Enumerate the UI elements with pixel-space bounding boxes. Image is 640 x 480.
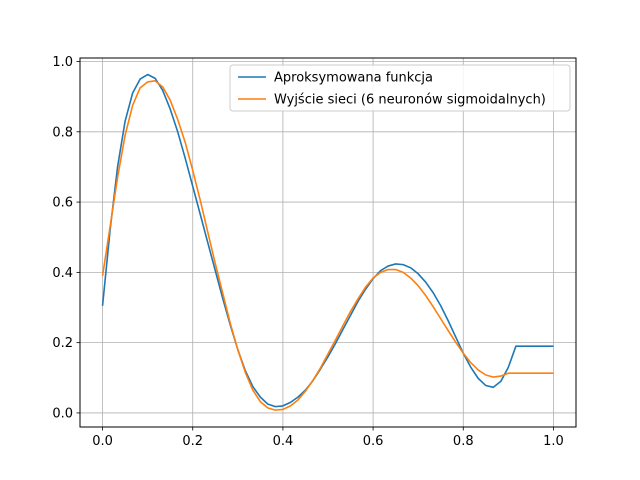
- y-tick-label: 0.4: [52, 266, 73, 281]
- y-tick-label: 0.2: [52, 336, 73, 351]
- y-tick-label: 0.6: [52, 196, 73, 211]
- legend-box: [229, 64, 571, 112]
- x-tick-label: 0.4: [273, 434, 294, 449]
- series-line-2: [101, 80, 554, 411]
- y-tick-label: 0.0: [52, 406, 73, 421]
- legend-label: Aproksymowana funkcja: [274, 71, 433, 86]
- x-tick-label: 0.2: [182, 434, 203, 449]
- series-line-1: [101, 73, 554, 408]
- ticks: 0.0 0.2 0.4 0.6 0.8 1.0 0.0 0.2 0.4 0.6 0.8 1.0: [52, 55, 563, 449]
- x-tick-label: 0.0: [92, 434, 113, 449]
- series-layer: [101, 73, 554, 411]
- x-tick-label: 0.8: [453, 434, 474, 449]
- grid: [80, 58, 576, 427]
- legend-label: Wyjście sieci (6 neuronów sigmoidalnych): [274, 93, 546, 108]
- x-tick-label: 0.6: [363, 434, 384, 449]
- y-tick-label: 0.8: [52, 125, 73, 140]
- x-tick-label: 1.0: [543, 434, 564, 449]
- legend: Aproksymowana funkcja Wyjście sieci (6 ne…: [229, 64, 571, 112]
- y-tick-label: 1.0: [52, 55, 73, 70]
- axes-frame: [79, 57, 577, 428]
